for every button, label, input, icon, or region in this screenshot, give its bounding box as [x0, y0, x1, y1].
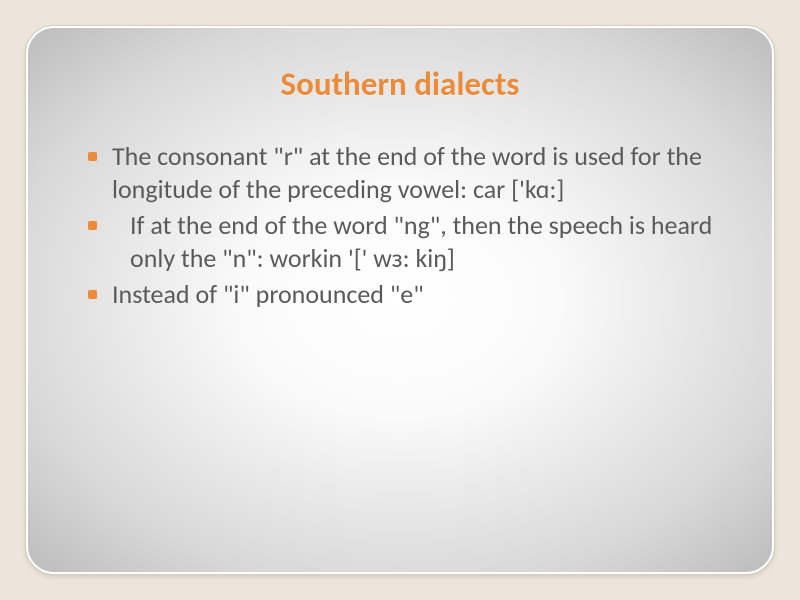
list-item: If at the end of the word "ng", then the… [86, 209, 714, 274]
slide-card: Southern dialects The consonant "r" at t… [26, 26, 774, 574]
bullet-list: The consonant "r" at the end of the word… [86, 140, 714, 311]
list-item: Instead of "i" pronounced "e" [86, 278, 714, 311]
slide-title: Southern dialects [86, 64, 714, 104]
list-item: The consonant "r" at the end of the word… [86, 140, 714, 205]
